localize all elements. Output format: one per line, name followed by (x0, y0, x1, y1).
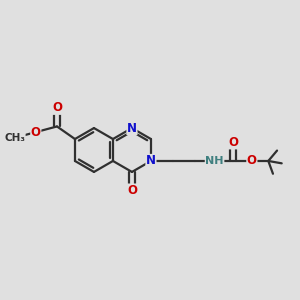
Text: O: O (228, 136, 238, 149)
Text: CH₃: CH₃ (4, 133, 25, 143)
Text: N: N (127, 122, 137, 135)
Text: N: N (146, 154, 156, 167)
Text: O: O (247, 154, 257, 167)
Text: NH: NH (205, 156, 224, 166)
Text: O: O (127, 184, 137, 197)
Text: O: O (31, 126, 41, 139)
Text: O: O (52, 101, 62, 114)
